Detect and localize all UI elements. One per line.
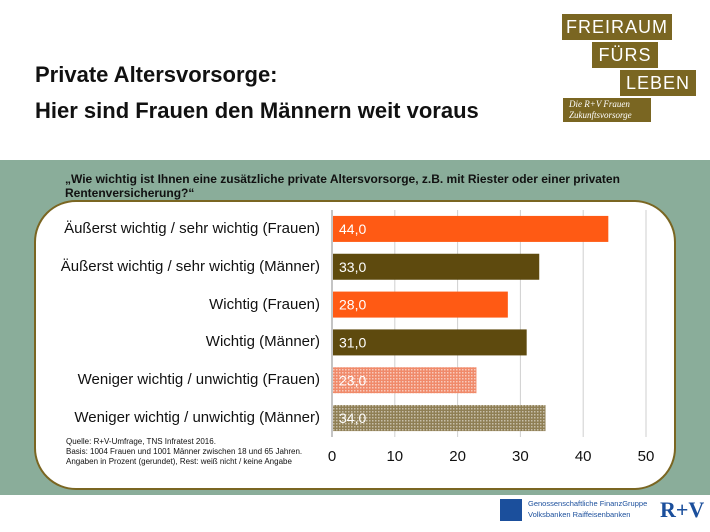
logo-tagline2: Zukunftsvorsorge: [569, 110, 632, 120]
bar: [333, 291, 508, 318]
survey-question: „Wie wichtig ist Ihnen eine zusätzliche …: [65, 172, 620, 200]
x-tick-label: 20: [449, 448, 466, 465]
category-label: Wichtig (Frauen): [209, 295, 320, 313]
category-label: Äußerst wichtig / sehr wichtig (Männer): [60, 257, 320, 275]
x-tick-label: 30: [512, 448, 529, 465]
bar: [333, 329, 527, 356]
source-note: Quelle: R+V-Umfrage, TNS Infratest 2016.…: [66, 437, 302, 467]
bar-value-label: 28,0: [339, 297, 366, 313]
bar: [333, 367, 477, 394]
bar: [333, 215, 609, 242]
x-tick-label: 10: [386, 448, 403, 465]
bar-value-label: 33,0: [339, 259, 366, 275]
category-label: Wichtig (Männer): [205, 333, 320, 351]
page-title-line1: Private Altersvorsorge:: [35, 62, 278, 87]
source-line1: Quelle: R+V-Umfrage, TNS Infratest 2016.: [66, 437, 216, 446]
footer-line2: Volksbanken Raiffeisenbanken: [528, 510, 631, 519]
page-title-line2: Hier sind Frauen den Männern weit voraus: [35, 98, 479, 123]
bar: [333, 253, 540, 280]
bar-value-label: 34,0: [339, 410, 366, 426]
logo-line1: FREIRAUM: [562, 14, 672, 40]
x-tick-label: 0: [328, 448, 336, 465]
logo-line3: LEBEN: [620, 70, 696, 96]
footer-text: Genossenschaftliche FinanzGruppe Volksba…: [528, 498, 647, 520]
category-label: Weniger wichtig / unwichtig (Männer): [74, 409, 320, 427]
category-label: Weniger wichtig / unwichtig (Frauen): [77, 371, 320, 389]
bar-value-label: 44,0: [339, 221, 366, 237]
x-tick-label: 50: [638, 448, 655, 465]
source-line3: Angaben in Prozent (gerundet), Rest: wei…: [66, 457, 292, 466]
logo-line2: FÜRS: [592, 42, 658, 68]
x-tick-label: 40: [575, 448, 592, 465]
source-line2: Basis: 1004 Frauen und 1001 Männer zwisc…: [66, 447, 303, 456]
logo-tagline: Die R+V Frauen Zukunftsvorsorge: [563, 98, 651, 122]
footer-line1: Genossenschaftliche FinanzGruppe: [528, 499, 648, 508]
footer-logo: Genossenschaftliche FinanzGruppe Volksba…: [500, 497, 704, 527]
volksbank-logo-icon: [500, 499, 522, 521]
bar-value-label: 23,0: [339, 372, 366, 388]
logo-tagline1: Die R+V Frauen: [569, 99, 630, 109]
category-label: Äußerst wichtig / sehr wichtig (Frauen): [64, 219, 320, 237]
bar: [333, 405, 546, 432]
bar-value-label: 31,0: [339, 334, 366, 350]
rv-brand: R+V: [660, 497, 705, 522]
